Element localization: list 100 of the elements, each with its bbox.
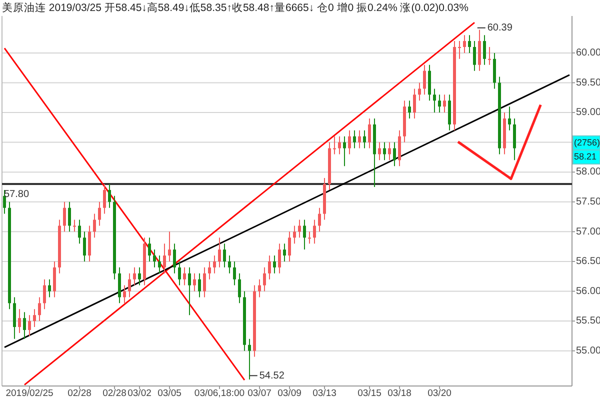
candlestick — [383, 142, 386, 161]
x-tick-label: 03/20 — [428, 388, 452, 399]
candlestick — [233, 260, 236, 286]
candlestick — [448, 94, 451, 131]
candlestick — [308, 231, 311, 244]
candlestick — [258, 278, 261, 298]
candlestick — [18, 308, 21, 334]
candlestick — [443, 94, 446, 114]
candlestick — [138, 266, 141, 286]
candlestick — [463, 34, 466, 54]
candlestick — [118, 266, 121, 304]
candlestick — [103, 184, 106, 214]
candlestick — [33, 308, 36, 328]
candlestick — [23, 312, 26, 340]
candlestick — [48, 278, 51, 298]
candlestick — [433, 88, 436, 114]
candlestick — [158, 255, 161, 274]
candlestick — [318, 207, 321, 232]
candlestick — [108, 184, 111, 208]
candlestick — [293, 225, 296, 244]
candlestick — [303, 219, 306, 250]
candlestick — [38, 296, 41, 322]
chart-title: 美原油连 2019/03/25 开58.45↓高58.49↓低58.35↑收58.48↑量6665↓ 仓0 增0 振0.24% 涨(0.02)0.03% — [2, 1, 468, 14]
candlestick — [238, 272, 241, 304]
candlestick — [513, 118, 516, 161]
candlestick — [393, 142, 396, 167]
x-tick-label: 03/06,18:00 — [194, 388, 245, 399]
candlestick — [338, 136, 341, 155]
x-tick-label: 03/18 — [388, 388, 412, 399]
candlestick — [163, 243, 166, 274]
x-tick-label: 03/02 — [128, 388, 152, 399]
candlestick — [98, 201, 101, 226]
candlestick — [333, 136, 336, 155]
candlestick — [188, 266, 191, 316]
candlestick — [73, 219, 76, 232]
candlestick — [43, 278, 46, 310]
candlestick — [343, 136, 346, 167]
candlestick — [178, 260, 181, 286]
candlestick — [218, 237, 221, 268]
candlestick — [183, 266, 186, 286]
candlestick — [263, 266, 266, 292]
x-tick-label: 03/13 — [312, 388, 336, 399]
annotation: 54.52 — [259, 370, 285, 382]
candlestick — [378, 142, 381, 161]
text: (2756) — [574, 137, 600, 148]
candlestick — [458, 40, 461, 60]
candlestick — [63, 201, 66, 232]
x-tick-label: 03/05 — [158, 388, 182, 399]
candlestick — [388, 142, 391, 161]
candlestick — [353, 130, 356, 149]
candlestick — [128, 272, 131, 298]
candlestick — [123, 284, 126, 304]
candlestick — [3, 189, 6, 214]
candlestick — [473, 40, 476, 72]
candlestick — [88, 225, 91, 262]
candlestick — [228, 255, 231, 274]
candlestick — [168, 231, 171, 262]
candlestick — [488, 46, 491, 66]
candlestick — [223, 243, 226, 268]
candlestick — [203, 266, 206, 298]
candlestick — [398, 130, 401, 167]
annotation: 60.39 — [487, 22, 513, 34]
candlestick — [283, 243, 286, 262]
candlestick — [173, 243, 176, 274]
candlestick — [193, 272, 196, 292]
candlestick — [508, 106, 511, 131]
candlestick — [208, 260, 211, 280]
x-tick-label: 03/07 — [248, 388, 272, 399]
candlestick — [213, 255, 216, 274]
candlestick — [83, 231, 86, 262]
candlestick — [78, 219, 81, 244]
x-tick-label: 03/09 — [278, 388, 302, 399]
candlestick — [13, 296, 16, 340]
x-tick-label: 2019/02/25 — [6, 388, 54, 399]
candlestick — [313, 219, 316, 244]
candlestick — [468, 34, 471, 54]
candlestick — [368, 118, 371, 149]
candlestick — [278, 243, 281, 274]
candlestick — [348, 130, 351, 155]
candlestick — [148, 237, 151, 262]
candlestick — [478, 29, 481, 72]
candlestick — [483, 34, 486, 66]
candlestick — [93, 213, 96, 238]
candlestick — [493, 52, 496, 90]
candlestick — [418, 82, 421, 102]
text: 58.21 — [574, 151, 597, 162]
candlestick — [153, 249, 156, 268]
candlestick — [273, 255, 276, 274]
candlestick — [408, 100, 411, 119]
x-tick-label: 03/15 — [358, 388, 382, 399]
candlestick — [133, 266, 136, 286]
candlestick — [268, 255, 271, 280]
candlestick — [68, 201, 71, 232]
candlestick — [198, 272, 201, 298]
candlestick — [423, 64, 426, 96]
candlestick — [248, 338, 251, 380]
candlestick — [363, 130, 366, 149]
candlestick — [438, 94, 441, 114]
x-tick-label: 02/28 — [68, 388, 92, 399]
x-tick-label: 02/28 — [102, 388, 126, 399]
